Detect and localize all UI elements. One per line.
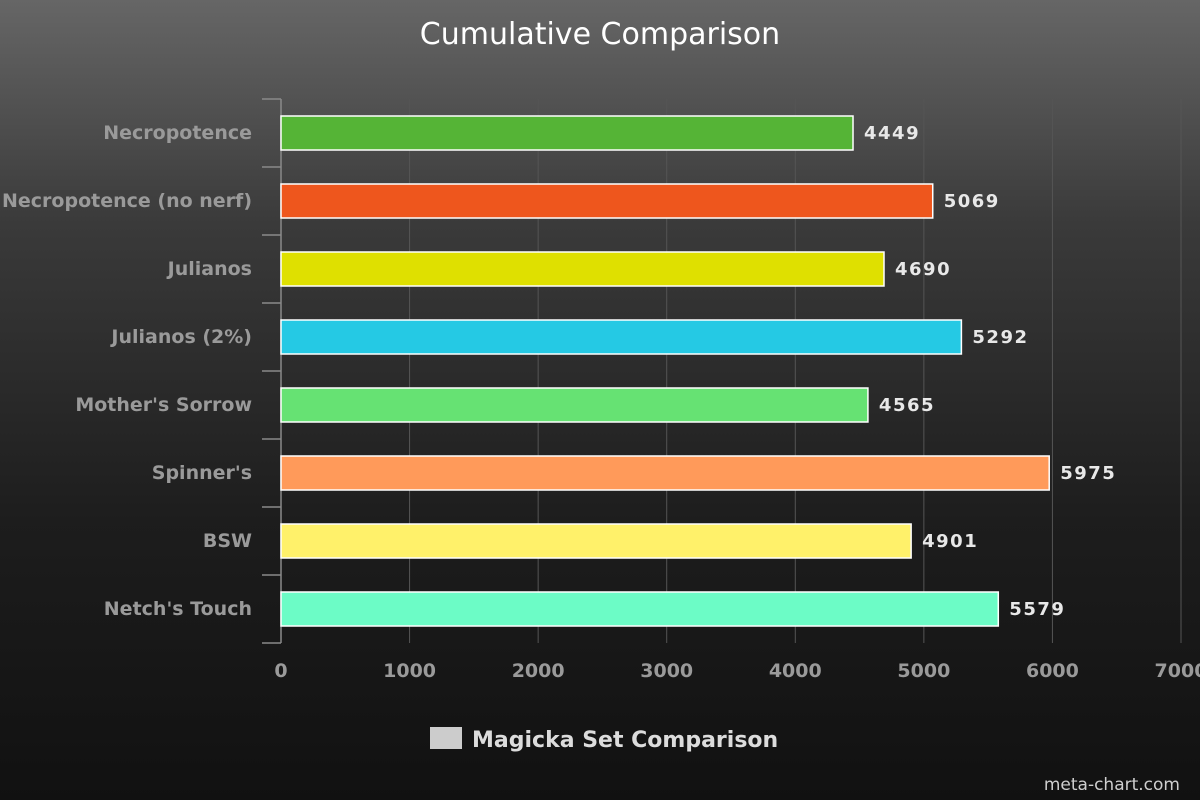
- y-category-label: Julianos (2%): [109, 326, 252, 348]
- y-category-label: Netch's Touch: [104, 598, 252, 620]
- x-tick-label: 5000: [897, 660, 950, 682]
- y-category-label: Mother's Sorrow: [75, 394, 252, 416]
- bar[interactable]: [280, 319, 963, 355]
- bar[interactable]: [280, 251, 885, 287]
- y-category-label: BSW: [203, 530, 252, 552]
- bar-value-label: 5975: [1060, 463, 1116, 484]
- bar-value-label: 4901: [922, 531, 978, 552]
- legend-label[interactable]: Magicka Set Comparison: [472, 728, 778, 753]
- bar-value-label: 5069: [944, 191, 1000, 212]
- legend-swatch[interactable]: [430, 727, 462, 749]
- x-tick-label: 7000: [1155, 660, 1200, 682]
- labels: 0 1000 2000 3000 4000 5000 6000 7000 Necropotenc…: [2, 122, 1200, 682]
- bar-value-label: 4565: [879, 395, 935, 416]
- bar[interactable]: [280, 387, 869, 423]
- bar-value-label: 5579: [1009, 599, 1065, 620]
- legend[interactable]: Magicka Set Comparison: [430, 727, 778, 753]
- bar[interactable]: [280, 115, 854, 151]
- bars: [280, 115, 1050, 627]
- y-category-label: Necropotence: [103, 122, 252, 144]
- x-tick-label: 6000: [1026, 660, 1079, 682]
- y-category-label: Spinner's: [152, 462, 252, 484]
- chart-title: Cumulative Comparison: [420, 17, 780, 52]
- x-tick-label: 4000: [769, 660, 822, 682]
- y-category-label: Julianos: [166, 258, 252, 280]
- grid-lines: [409, 99, 1182, 643]
- bar-value-label: 4690: [895, 259, 951, 280]
- bar[interactable]: [280, 523, 912, 559]
- axes: [262, 98, 282, 644]
- bar[interactable]: [280, 183, 934, 219]
- x-tick-label: 1000: [383, 660, 436, 682]
- x-tick-label: 2000: [512, 660, 565, 682]
- bar-value-label: 5292: [972, 327, 1028, 348]
- bar-value-label: 4449: [864, 123, 920, 144]
- credit-text: meta-chart.com: [1044, 775, 1180, 795]
- y-category-label: Necropotence (no nerf): [2, 190, 252, 212]
- bar[interactable]: [280, 591, 1000, 627]
- x-tick-label: 0: [274, 660, 287, 682]
- bar[interactable]: [280, 455, 1050, 491]
- x-tick-label: 3000: [640, 660, 693, 682]
